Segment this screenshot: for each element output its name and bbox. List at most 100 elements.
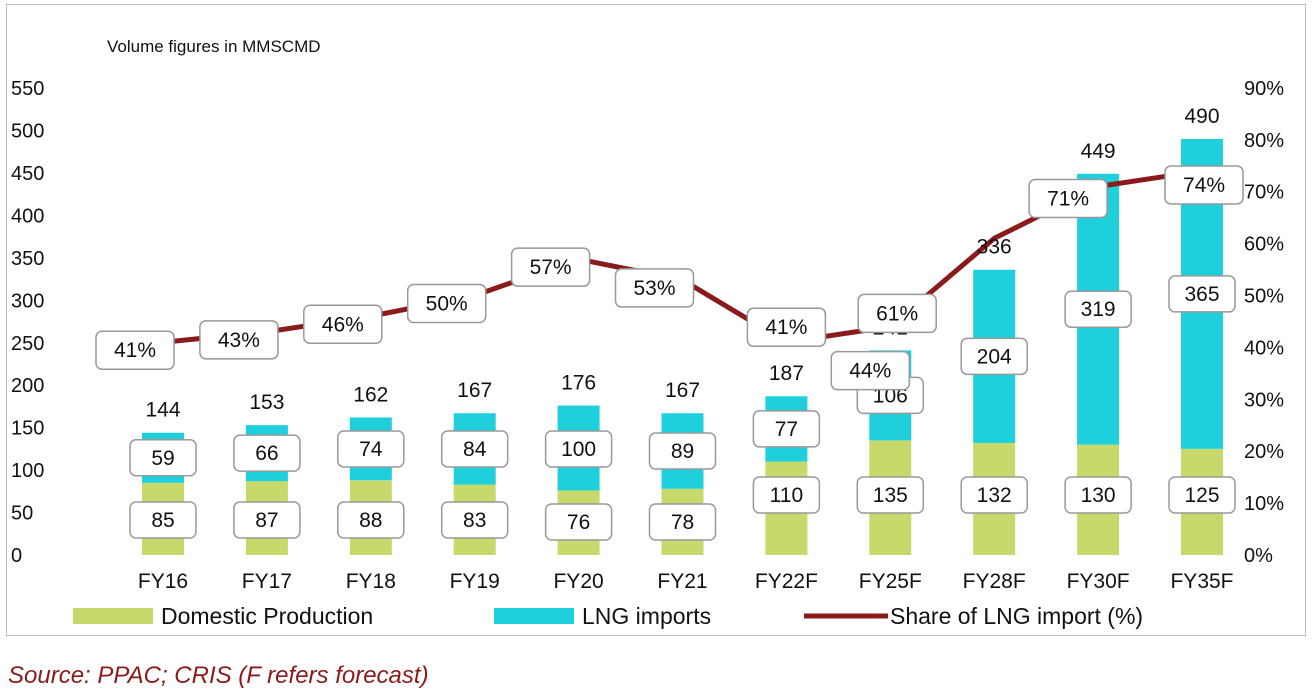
legend-swatch <box>73 608 153 624</box>
svg-text:319: 319 <box>1081 298 1116 321</box>
svg-text:89: 89 <box>671 440 694 463</box>
y-left-tick-label: 100 <box>11 460 44 482</box>
svg-text:83: 83 <box>463 509 486 532</box>
share-value-label: 61% <box>857 293 937 334</box>
svg-text:41%: 41% <box>114 339 156 362</box>
bar-total-label: 490 <box>1184 105 1219 128</box>
share-value-label: 53% <box>614 268 695 308</box>
svg-text:365: 365 <box>1184 283 1219 306</box>
svg-text:61%: 61% <box>876 302 918 325</box>
svg-text:74: 74 <box>359 438 383 461</box>
y-left-tick-label: 350 <box>11 248 44 270</box>
lng-value-label: 74 <box>337 430 405 468</box>
share-value-label: 50% <box>406 283 487 324</box>
bar-total-label: 153 <box>249 391 284 414</box>
y-right-tick-label: 80% <box>1244 130 1284 152</box>
svg-text:132: 132 <box>977 484 1012 507</box>
lng-value-label: 319 <box>1064 290 1132 328</box>
chart-annotation: Volume figures in MMSCMD <box>107 37 321 56</box>
legend: Domestic Production LNG imports Share of L… <box>73 603 1143 629</box>
y-right-tick-label: 40% <box>1244 337 1284 359</box>
y-left-tick-label: 150 <box>11 418 44 440</box>
bar-total-label: 162 <box>353 383 388 406</box>
x-tick-label: FY22F <box>755 570 818 593</box>
lng-value-label: 365 <box>1168 275 1236 313</box>
svg-text:84: 84 <box>463 438 487 461</box>
svg-text:53%: 53% <box>633 277 675 300</box>
lng-value-label: 59 <box>129 439 197 477</box>
bar-total-label: 167 <box>457 379 492 402</box>
y-left-tick-label: 400 <box>11 205 44 227</box>
svg-text:41%: 41% <box>765 316 807 339</box>
svg-text:110: 110 <box>770 484 803 507</box>
svg-text:71%: 71% <box>1047 188 1089 211</box>
domestic-value-label: 132 <box>960 476 1028 514</box>
domestic-value-label: 78 <box>648 503 717 541</box>
y-left-tick-label: 500 <box>11 121 44 143</box>
legend-item-share-of-lng-import: Share of LNG import (%) <box>804 603 1143 629</box>
x-tick-label: FY20 <box>553 570 603 593</box>
svg-text:204: 204 <box>977 345 1012 368</box>
domestic-value-label: 110 <box>752 476 821 514</box>
x-tick-label: FY19 <box>450 570 500 593</box>
svg-text:76: 76 <box>567 511 590 534</box>
lng-value-label: 77 <box>752 410 821 448</box>
domestic-value-label: 135 <box>856 476 925 514</box>
y-left-tick-label: 300 <box>11 290 44 312</box>
svg-text:43%: 43% <box>218 329 260 352</box>
share-value-label: 44% <box>830 350 911 391</box>
share-value-label: 41% <box>746 307 827 347</box>
domestic-value-label: 88 <box>337 501 405 539</box>
x-tick-label: FY18 <box>346 570 396 593</box>
x-tick-label: FY17 <box>242 570 292 593</box>
svg-text:87: 87 <box>255 509 278 532</box>
share-value-label: 43% <box>199 320 279 360</box>
svg-text:78: 78 <box>671 511 694 534</box>
y-right-tick-label: 0% <box>1244 545 1273 567</box>
svg-text:135: 135 <box>873 484 908 507</box>
x-tick-label: FY16 <box>138 570 188 593</box>
y-right-tick-label: 10% <box>1244 493 1284 515</box>
share-value-label: 41% <box>95 330 175 370</box>
legend-item-domestic-production: Domestic Production <box>73 603 373 629</box>
lng-value-label: 66 <box>233 434 301 472</box>
share-value-label: 46% <box>303 304 383 345</box>
y-left-tick-label: 50 <box>11 503 33 525</box>
svg-text:130: 130 <box>1081 484 1116 507</box>
domestic-value-label: 85 <box>129 501 197 539</box>
lng-value-label: 89 <box>648 432 717 470</box>
svg-text:77: 77 <box>775 418 798 441</box>
legend-item-lng-imports: LNG imports <box>494 603 711 629</box>
svg-text:44%: 44% <box>849 360 891 383</box>
svg-text:57%: 57% <box>530 256 572 279</box>
domestic-value-label: 83 <box>440 501 509 539</box>
y-right-tick-label: 30% <box>1244 389 1284 411</box>
x-tick-label: FY25F <box>859 570 922 593</box>
y-left-tick-label: 550 <box>11 78 44 100</box>
y-right-tick-label: 90% <box>1244 78 1284 100</box>
domestic-value-label: 76 <box>544 503 613 541</box>
svg-text:88: 88 <box>359 509 382 532</box>
bar-total-label: 167 <box>665 379 700 402</box>
svg-text:46%: 46% <box>322 313 364 336</box>
domestic-value-label: 125 <box>1168 476 1236 514</box>
y-left-tick-label: 450 <box>11 163 44 185</box>
y-right-tick-label: 20% <box>1244 441 1284 463</box>
y-right-tick-label: 60% <box>1244 234 1284 256</box>
lng-value-label: 204 <box>960 337 1028 376</box>
y-left-tick-label: 250 <box>11 333 44 355</box>
svg-text:66: 66 <box>255 442 278 465</box>
legend-swatch <box>494 608 574 624</box>
bar-total-label: 176 <box>561 372 596 395</box>
legend-label: LNG imports <box>582 603 711 629</box>
svg-text:50%: 50% <box>426 293 468 316</box>
svg-text:100: 100 <box>561 438 596 461</box>
svg-text:125: 125 <box>1184 484 1219 507</box>
x-tick-label: FY30F <box>1067 570 1130 593</box>
legend-label: Share of LNG import (%) <box>890 603 1143 629</box>
y-left-tick-label: 200 <box>11 375 44 397</box>
y-right-tick-label: 50% <box>1244 286 1284 308</box>
bar-total-label: 449 <box>1081 140 1116 163</box>
lng-value-label: 100 <box>544 430 613 468</box>
legend-label: Domestic Production <box>161 603 373 629</box>
